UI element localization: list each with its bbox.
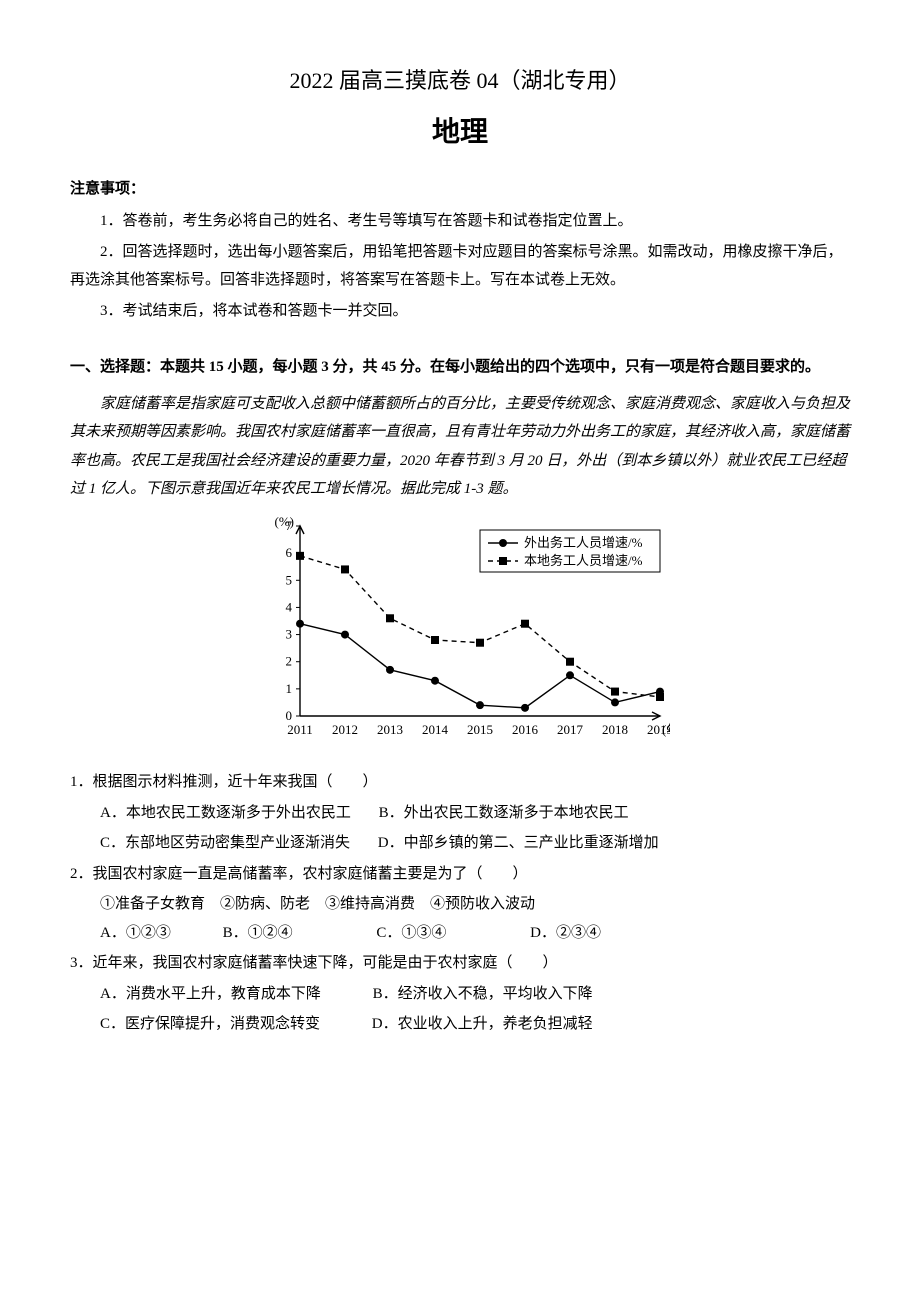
q1-opt-a: A．本地农民工数逐渐多于外出农民工 <box>100 799 351 828</box>
question-2-sub: ①准备子女教育 ②防病、防老 ③维持高消费 ④预防收入波动 <box>70 890 850 919</box>
svg-text:2018: 2018 <box>602 722 628 737</box>
notice-label: 注意事项： <box>70 175 850 204</box>
q1-opt-d: D．中部乡镇的第二、三产业比重逐渐增加 <box>378 829 659 858</box>
passage-text: 家庭储蓄率是指家庭可支配收入总额中储蓄额所占的百分比，主要受传统观念、家庭消费观… <box>70 390 850 504</box>
svg-text:3: 3 <box>286 627 293 642</box>
q2-opt-a: A．①②③ <box>100 919 171 948</box>
question-1-options: A．本地农民工数逐渐多于外出农民工 B．外出农民工数逐渐多于本地农民工 C．东部… <box>70 799 850 858</box>
q3-opt-b: B．经济收入不稳，平均收入下降 <box>373 980 593 1009</box>
question-1-stem: 1．根据图示材料推测，近十年来我国（ ） <box>70 768 850 797</box>
notice-item-1: 1．答卷前，考生务必将自己的姓名、考生号等填写在答题卡和试卷指定位置上。 <box>70 207 850 236</box>
section-header: 一、选择题：本题共 15 小题，每小题 3 分，共 45 分。在每小题给出的四个… <box>70 353 850 382</box>
svg-text:(%): (%) <box>275 514 295 529</box>
title-main: 2022 届高三摸底卷 04（湖北专用） <box>70 60 850 102</box>
svg-text:2014: 2014 <box>422 722 449 737</box>
svg-text:本地务工人员增速/%: 本地务工人员增速/% <box>524 553 643 568</box>
chart-container: 01234567(%)20112012201320142015201620172… <box>70 514 850 755</box>
svg-text:2011: 2011 <box>287 722 313 737</box>
svg-text:2: 2 <box>286 654 293 669</box>
q2-opt-b: B．①②④ <box>223 919 293 948</box>
q1-opt-c: C．东部地区劳动密集型产业逐渐消失 <box>100 829 350 858</box>
svg-text:2017: 2017 <box>557 722 584 737</box>
svg-text:2015: 2015 <box>467 722 493 737</box>
svg-text:外出务工人员增速/%: 外出务工人员增速/% <box>524 535 643 550</box>
q2-opt-c: C．①③④ <box>376 919 446 948</box>
question-3-options: A．消费水平上升，教育成本下降 B．经济收入不稳，平均收入下降 C．医疗保障提升… <box>70 980 850 1039</box>
question-2-options: A．①②③ B．①②④ C．①③④ D．②③④ <box>70 919 850 948</box>
svg-text:2016: 2016 <box>512 722 539 737</box>
notice-item-3: 3．考试结束后，将本试卷和答题卡一并交回。 <box>70 297 850 326</box>
notice-item-2: 2．回答选择题时，选出每小题答案后，用铅笔把答题卡对应题目的答案标号涂黑。如需改… <box>70 238 850 295</box>
q3-opt-d: D．农业收入上升，养老负担减轻 <box>372 1010 593 1039</box>
q1-opt-b: B．外出农民工数逐渐多于本地农民工 <box>379 799 629 828</box>
svg-text:5: 5 <box>286 572 293 587</box>
q3-opt-c: C．医疗保障提升，消费观念转变 <box>100 1010 320 1039</box>
svg-text:2012: 2012 <box>332 722 358 737</box>
svg-text:2013: 2013 <box>377 722 403 737</box>
q3-opt-a: A．消费水平上升，教育成本下降 <box>100 980 321 1009</box>
svg-text:1: 1 <box>286 681 293 696</box>
svg-text:4: 4 <box>286 599 293 614</box>
svg-text:0: 0 <box>286 708 293 723</box>
question-2-stem: 2．我国农村家庭一直是高储蓄率，农村家庭储蓄主要是为了（ ） <box>70 860 850 889</box>
question-3-stem: 3．近年来，我国农村家庭储蓄率快速下降，可能是由于农村家庭（ ） <box>70 949 850 978</box>
title-sub: 地理 <box>70 106 850 159</box>
q2-opt-d: D．②③④ <box>530 919 601 948</box>
svg-text:6: 6 <box>286 545 293 560</box>
line-chart: 01234567(%)20112012201320142015201620172… <box>250 514 670 744</box>
svg-text:(年): (年) <box>662 722 670 737</box>
